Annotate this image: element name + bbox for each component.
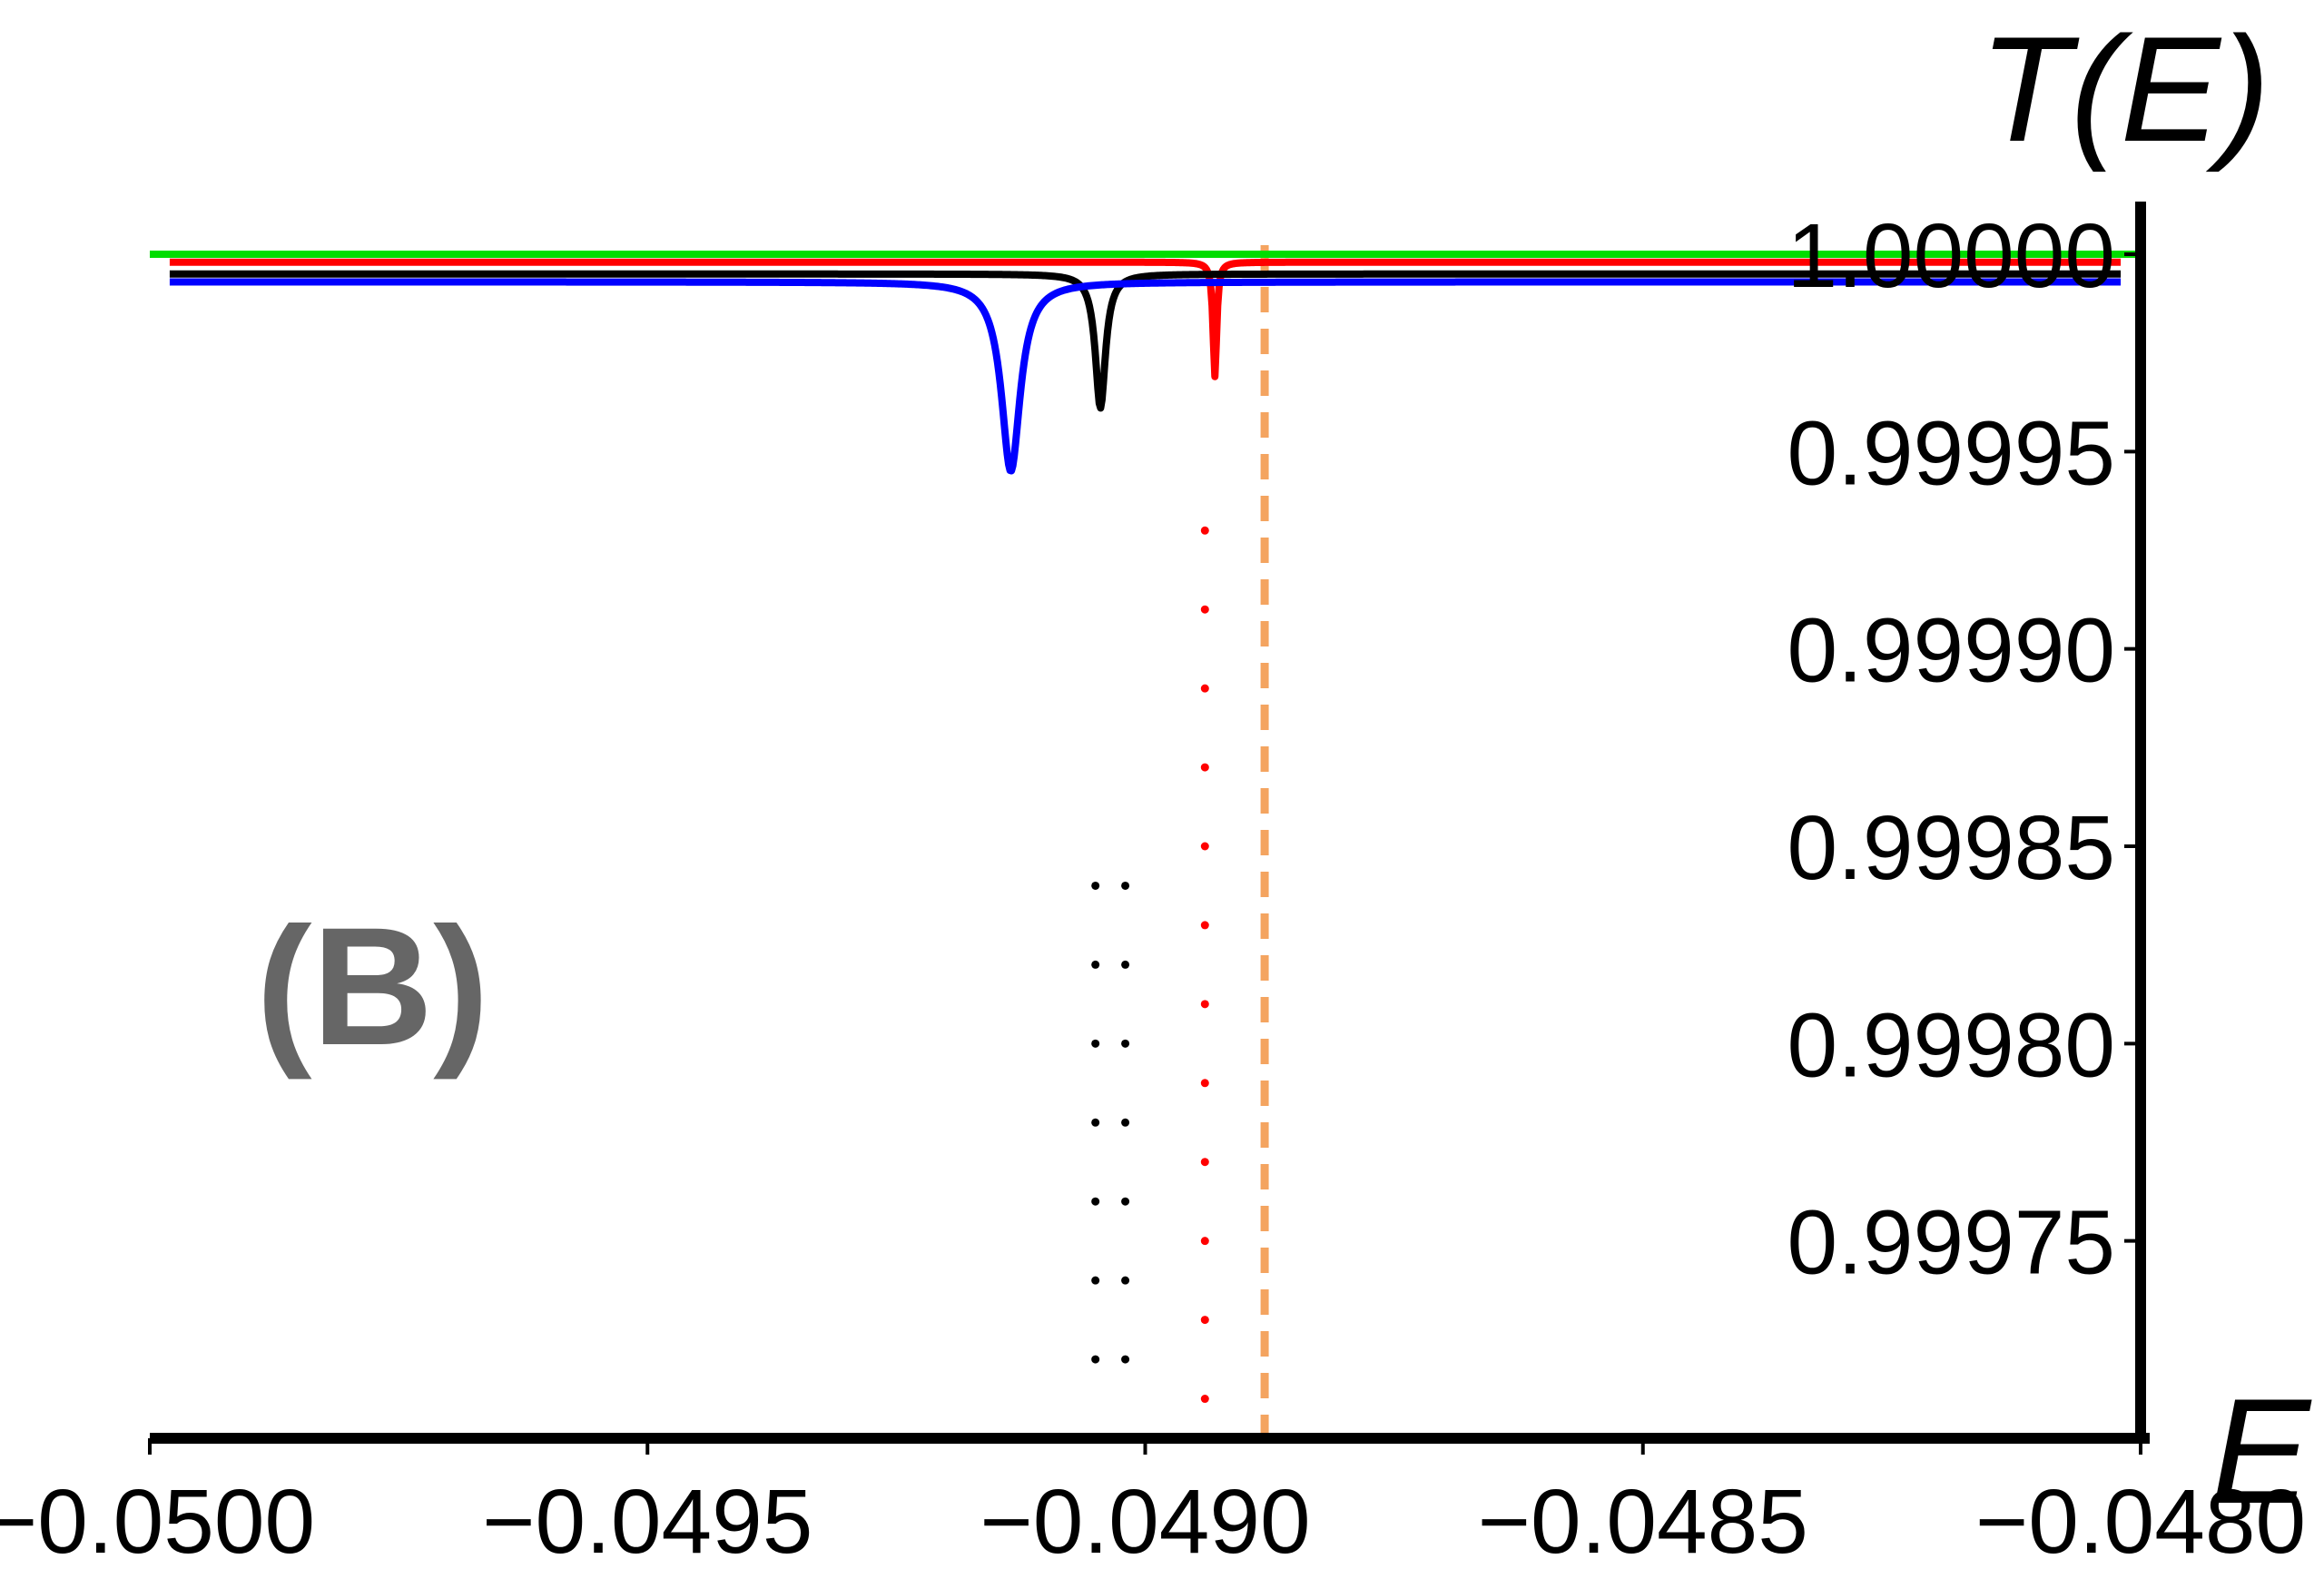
- dip-point: [1121, 1276, 1130, 1285]
- y-tick-label: 0.99975: [1787, 1192, 2115, 1294]
- dip-point: [1200, 1000, 1209, 1009]
- dip-point: [1091, 881, 1100, 890]
- dip-point: [1200, 1316, 1209, 1325]
- dip-point: [1121, 881, 1130, 890]
- dip-point: [1091, 1276, 1100, 1285]
- dip-point: [1200, 605, 1209, 614]
- dip-point: [1091, 1197, 1100, 1206]
- dip-point: [1121, 1039, 1130, 1048]
- y-tick-label: 0.99990: [1787, 600, 2115, 702]
- dip-point: [1200, 1158, 1209, 1167]
- y-tick-label: 0.99985: [1787, 797, 2115, 899]
- series-layer: [150, 245, 2141, 1443]
- dip-point: [1200, 1079, 1209, 1088]
- y-tick-label: 0.99995: [1787, 402, 2115, 504]
- x-tick-label: −0.0485: [1478, 1471, 1808, 1573]
- y-tick-label: 1.00000: [1787, 205, 2115, 307]
- series-line-1: [167, 258, 2123, 380]
- dip-point: [1200, 1395, 1209, 1404]
- dip-point: [1091, 1355, 1100, 1364]
- x-tick-label: −0.0495: [482, 1471, 812, 1573]
- dip-point: [1121, 1355, 1130, 1364]
- dip-point: [1200, 842, 1209, 851]
- dip-point: [1091, 1118, 1100, 1127]
- x-tick-label: −0.0480: [1975, 1471, 2306, 1573]
- dip-point: [1200, 921, 1209, 930]
- dip-point: [1121, 960, 1130, 969]
- dip-point: [1121, 1118, 1130, 1127]
- panel-label: (B): [256, 893, 489, 1081]
- y-axis-label: T(E): [1979, 5, 2270, 173]
- series-line-3: [167, 278, 2123, 475]
- dip-point: [1200, 526, 1209, 535]
- series-line-2: [167, 270, 2123, 412]
- dip-point: [1200, 1237, 1209, 1246]
- dip-point: [1200, 684, 1209, 693]
- x-tick-label: −0.0490: [980, 1471, 1310, 1573]
- dip-point: [1091, 960, 1100, 969]
- x-axis-label: E: [2211, 1367, 2312, 1535]
- x-tick-label: −0.0500: [0, 1471, 315, 1573]
- y-tick-label: 0.99980: [1787, 994, 2115, 1096]
- dip-point: [1091, 1039, 1100, 1048]
- ticks-layer: −0.0500 −0.0495 −0.0490 −0.0485 −0.0480 0.999…: [0, 205, 2306, 1573]
- dip-point: [1121, 1197, 1130, 1206]
- axes-layer: [150, 202, 2150, 1444]
- dip-point: [1200, 763, 1209, 772]
